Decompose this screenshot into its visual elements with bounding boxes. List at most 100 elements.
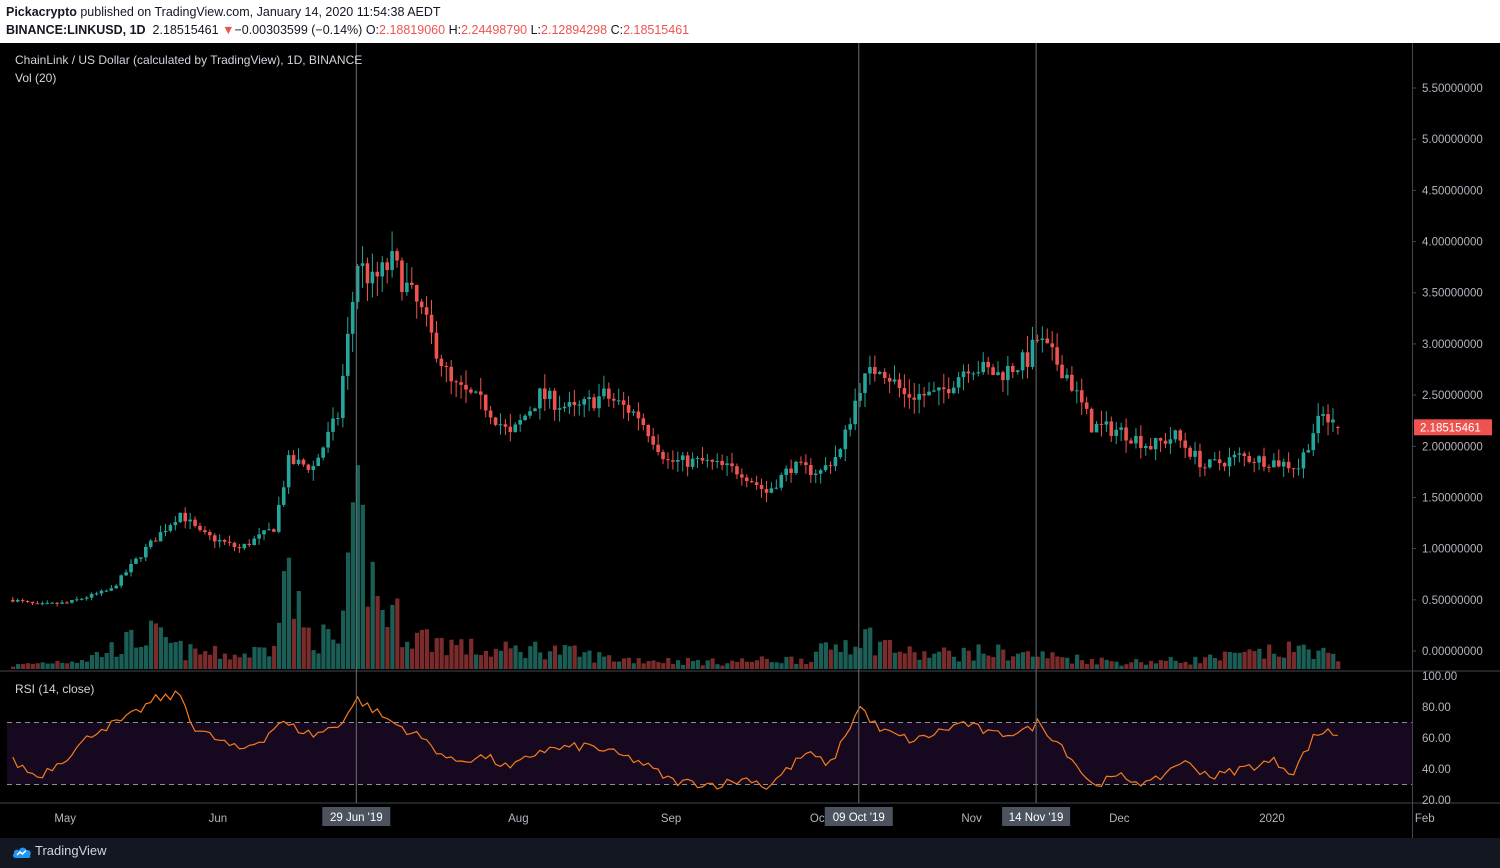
- candle[interactable]: [961, 364, 966, 391]
- candle[interactable]: [533, 407, 537, 412]
- candle[interactable]: [439, 354, 444, 377]
- candle[interactable]: [79, 597, 84, 601]
- candle[interactable]: [203, 526, 207, 535]
- candle[interactable]: [414, 284, 419, 319]
- candle[interactable]: [444, 361, 449, 383]
- candle[interactable]: [626, 395, 631, 422]
- candle[interactable]: [1276, 449, 1281, 468]
- candle[interactable]: [1296, 458, 1301, 476]
- candle[interactable]: [1173, 429, 1178, 443]
- candle[interactable]: [799, 456, 803, 466]
- candle[interactable]: [784, 465, 788, 482]
- candle[interactable]: [1331, 408, 1335, 432]
- candle[interactable]: [543, 374, 547, 412]
- candle[interactable]: [316, 454, 321, 467]
- candle[interactable]: [1193, 442, 1197, 465]
- candle[interactable]: [75, 596, 79, 602]
- candle[interactable]: [306, 463, 311, 473]
- candle[interactable]: [183, 507, 188, 529]
- candle[interactable]: [1227, 447, 1232, 477]
- candle[interactable]: [188, 512, 192, 530]
- candle[interactable]: [424, 295, 429, 327]
- author-name[interactable]: Pickacrypto: [6, 5, 77, 19]
- candle[interactable]: [813, 469, 818, 484]
- candle[interactable]: [528, 406, 532, 419]
- candle[interactable]: [848, 417, 853, 437]
- candle[interactable]: [365, 257, 370, 301]
- candle[interactable]: [15, 598, 20, 603]
- candle[interactable]: [1109, 416, 1114, 443]
- candle[interactable]: [1020, 349, 1025, 380]
- candle[interactable]: [1262, 447, 1266, 472]
- candle[interactable]: [272, 528, 276, 533]
- candle[interactable]: [1139, 425, 1143, 459]
- candle[interactable]: [237, 543, 242, 553]
- candle[interactable]: [449, 359, 454, 395]
- candle[interactable]: [779, 472, 784, 491]
- candle[interactable]: [1217, 450, 1222, 471]
- candle[interactable]: [296, 448, 301, 466]
- candle[interactable]: [804, 454, 808, 474]
- candle[interactable]: [828, 461, 833, 474]
- candle[interactable]: [582, 396, 587, 418]
- candle[interactable]: [331, 407, 335, 441]
- candle[interactable]: [690, 452, 695, 470]
- candle[interactable]: [119, 574, 123, 589]
- candle[interactable]: [469, 387, 473, 395]
- candle[interactable]: [685, 451, 690, 477]
- candle[interactable]: [148, 539, 153, 550]
- candle[interactable]: [917, 383, 921, 414]
- candle[interactable]: [129, 559, 133, 577]
- candle[interactable]: [1055, 333, 1059, 371]
- candle[interactable]: [99, 589, 104, 596]
- candle[interactable]: [474, 390, 478, 394]
- candle[interactable]: [715, 453, 720, 469]
- candle[interactable]: [937, 387, 941, 406]
- candle[interactable]: [1134, 428, 1138, 449]
- candle[interactable]: [922, 387, 926, 408]
- candle[interactable]: [1153, 437, 1158, 461]
- candle[interactable]: [1030, 326, 1035, 370]
- candle[interactable]: [1183, 432, 1187, 459]
- candle[interactable]: [30, 601, 35, 606]
- candle[interactable]: [592, 393, 596, 412]
- candle[interactable]: [370, 253, 375, 298]
- candle[interactable]: [1114, 421, 1119, 445]
- candle[interactable]: [1272, 453, 1276, 468]
- candle[interactable]: [971, 371, 976, 381]
- candle[interactable]: [513, 422, 518, 433]
- candle[interactable]: [1050, 331, 1054, 361]
- candle[interactable]: [942, 373, 946, 404]
- candle[interactable]: [838, 447, 843, 459]
- candle[interactable]: [892, 365, 897, 385]
- candle[interactable]: [109, 585, 114, 592]
- candle[interactable]: [65, 600, 69, 604]
- candle[interactable]: [193, 516, 197, 528]
- candle[interactable]: [932, 381, 936, 393]
- candle[interactable]: [267, 522, 271, 531]
- candle[interactable]: [868, 355, 872, 385]
- chart-canvas[interactable]: 5.50000000 5.00000000 4.50000000 4.00000000…: [0, 43, 1500, 838]
- candle[interactable]: [518, 414, 522, 432]
- candle[interactable]: [321, 446, 325, 461]
- candle[interactable]: [572, 389, 577, 417]
- candle[interactable]: [597, 383, 601, 418]
- candle[interactable]: [1232, 450, 1237, 466]
- candle[interactable]: [873, 355, 877, 382]
- candle[interactable]: [139, 557, 143, 563]
- candle[interactable]: [547, 387, 552, 409]
- candle[interactable]: [1129, 437, 1133, 444]
- candle[interactable]: [341, 363, 345, 428]
- candle[interactable]: [1001, 370, 1005, 392]
- candle[interactable]: [902, 374, 907, 408]
- candle[interactable]: [1252, 457, 1256, 473]
- candle[interactable]: [1006, 356, 1010, 396]
- candle[interactable]: [498, 413, 503, 435]
- candle[interactable]: [754, 475, 759, 490]
- candle[interactable]: [345, 316, 350, 390]
- candle[interactable]: [380, 256, 385, 292]
- candle[interactable]: [809, 458, 813, 483]
- candle[interactable]: [1010, 363, 1015, 379]
- candle[interactable]: [946, 377, 951, 399]
- candle[interactable]: [680, 452, 685, 472]
